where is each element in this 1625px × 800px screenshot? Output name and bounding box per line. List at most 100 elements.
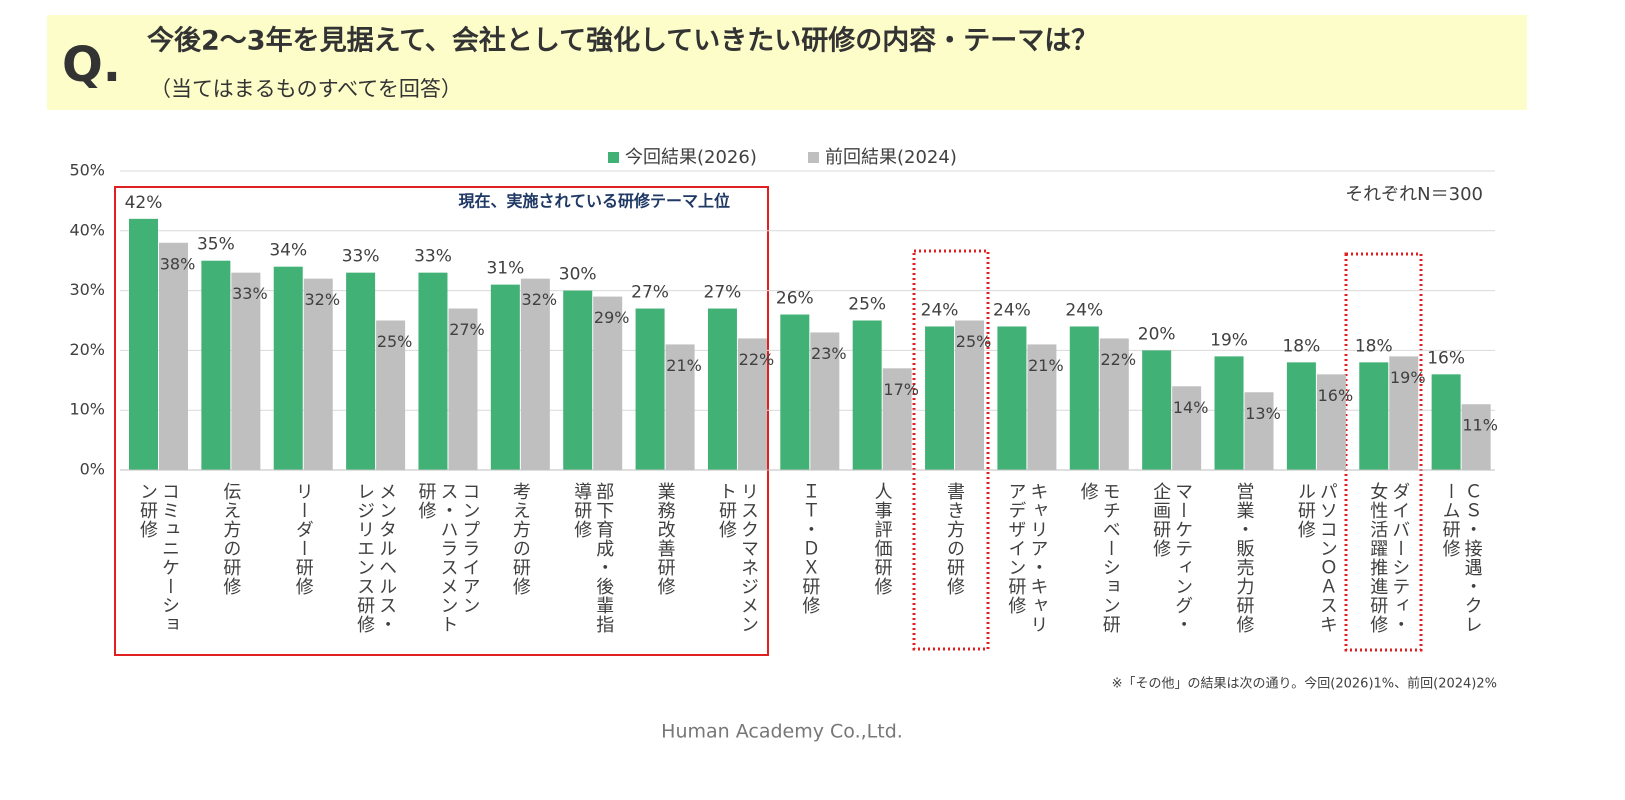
bar <box>448 308 478 470</box>
bar <box>1214 356 1244 470</box>
value-label: 42% <box>125 193 163 213</box>
legend-label: 今回結果(2026) <box>625 147 757 168</box>
y-tick-label: 40% <box>69 220 105 239</box>
x-tick-label: 業務改善研修 <box>654 482 676 596</box>
bar <box>563 290 593 470</box>
x-tick-label: コンプライアンス・ハラスメント研修 <box>415 482 481 634</box>
value-label: 24% <box>921 300 959 320</box>
bar <box>780 314 810 470</box>
x-tick-label: 考え方の研修 <box>509 482 531 596</box>
bar <box>231 272 261 470</box>
x-tick-label: モチベーション研修 <box>1077 482 1121 634</box>
value-label: 32% <box>304 290 340 309</box>
y-tick-label: 10% <box>69 400 105 419</box>
x-tick-label: 人事評価研修 <box>871 482 893 596</box>
y-tick-label: 0% <box>80 460 105 479</box>
x-tick-label: ＣＳ・接遇・クレーム研修 <box>1439 482 1483 634</box>
x-tick-label: コミュニケーション研修 <box>137 482 180 634</box>
bar <box>129 218 158 470</box>
x-tick-label: ＩＴ・ＤＸ研修 <box>799 482 821 615</box>
bar <box>665 344 695 470</box>
header-band <box>47 15 1527 110</box>
x-tick-label: マーケティング・企画研修 <box>1150 482 1194 634</box>
bar <box>1316 374 1346 470</box>
value-label: 30% <box>559 265 597 285</box>
value-label: 21% <box>1028 356 1064 375</box>
x-tick-label: 書き方の研修 <box>944 482 966 596</box>
x-tick-label: 伝え方の研修 <box>220 482 242 596</box>
value-label: 32% <box>522 290 558 309</box>
x-tick-label: キャリア・キャリアデザイン研修 <box>1005 482 1049 634</box>
question-title: 今後2～3年を見据えて、会社として強化していきたい研修の内容・テーマは？ <box>147 25 1098 57</box>
bar <box>882 368 912 470</box>
bar <box>303 278 333 470</box>
value-label: 23% <box>811 344 847 363</box>
bar <box>418 272 448 470</box>
bar <box>810 332 840 470</box>
value-label: 20% <box>1138 324 1176 344</box>
bar <box>635 308 665 470</box>
dotted-highlight <box>912 249 990 651</box>
bar <box>852 320 882 470</box>
bar <box>201 260 231 470</box>
bar <box>997 326 1027 470</box>
value-label: 19% <box>1210 330 1248 350</box>
bar <box>1069 326 1099 470</box>
x-tick-label: パソコンＯＡスキル研修 <box>1294 482 1338 634</box>
y-tick-label: 20% <box>69 340 105 359</box>
value-label: 16% <box>1427 348 1465 368</box>
x-tick-label: リーダー研修 <box>292 482 314 596</box>
value-label: 24% <box>993 300 1031 320</box>
sample-note: それぞれN＝300 <box>1345 184 1483 205</box>
value-label: 14% <box>1173 398 1209 417</box>
value-label: 21% <box>666 356 702 375</box>
value-label: 13% <box>1245 404 1281 423</box>
value-label: 24% <box>1065 300 1103 320</box>
bar <box>1172 386 1202 470</box>
y-tick-label: 50% <box>69 161 105 180</box>
x-tick-label: メンタルヘルス・レジリエンス研修 <box>354 482 398 634</box>
bar <box>1431 374 1461 470</box>
value-label: 18% <box>1282 336 1320 356</box>
value-label: 38% <box>160 254 196 273</box>
highlight-label: 現在、実施されている研修テーマ上位 <box>458 192 730 211</box>
bar <box>707 308 737 470</box>
bar <box>159 242 188 470</box>
legend-swatch <box>608 152 619 163</box>
value-label: 17% <box>883 380 919 399</box>
value-label: 34% <box>269 241 307 261</box>
bar <box>490 284 520 470</box>
value-label: 26% <box>776 289 814 309</box>
bar <box>376 320 406 470</box>
value-label: 33% <box>342 247 380 267</box>
question-subtitle: （当てはまるものすべてを回答） <box>150 77 462 101</box>
x-tick-label: リスクマネジメント研修 <box>715 482 759 634</box>
value-label: 22% <box>1101 350 1137 369</box>
bar <box>1244 392 1274 470</box>
x-tick-label: 部下育成・後輩指導研修 <box>571 482 615 634</box>
value-label: 16% <box>1318 386 1354 405</box>
y-tick-label: 30% <box>69 280 105 299</box>
legend-swatch <box>808 152 819 163</box>
bar <box>955 320 985 470</box>
bar <box>273 266 303 470</box>
bar <box>1027 344 1057 470</box>
value-label: 27% <box>631 283 669 303</box>
x-tick-label: ダイバーシティ・女性活躍推進研修 <box>1367 482 1411 634</box>
value-label: 11% <box>1462 416 1498 435</box>
value-label: 25% <box>848 295 886 315</box>
bar <box>1389 356 1419 470</box>
bar <box>925 326 955 470</box>
legend-label: 前回結果(2024) <box>825 147 957 168</box>
value-label: 22% <box>739 350 775 369</box>
bar <box>593 296 623 470</box>
value-label: 27% <box>449 320 485 339</box>
value-label: 27% <box>704 283 742 303</box>
bar <box>1359 362 1389 470</box>
value-label: 31% <box>486 259 524 279</box>
bar <box>1099 338 1129 470</box>
bar <box>1461 404 1491 470</box>
value-label: 25% <box>956 332 992 351</box>
footnote: ※「その他」の結果は次の通り。今回(2026)1%、前回(2024)2% <box>1112 676 1497 692</box>
